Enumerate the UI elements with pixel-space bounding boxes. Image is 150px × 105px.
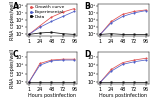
Text: C: C: [13, 50, 19, 59]
X-axis label: Hours postinfection: Hours postinfection: [99, 93, 147, 98]
X-axis label: Hours postinfection: Hours postinfection: [28, 93, 76, 98]
Text: B: B: [84, 2, 90, 11]
Text: D: D: [84, 50, 91, 59]
Y-axis label: RNA copies/well: RNA copies/well: [10, 1, 15, 40]
Legend: Growth curve, Experimental, Data: Growth curve, Experimental, Data: [29, 5, 64, 19]
Text: A: A: [13, 2, 19, 11]
Y-axis label: RNA copies/well: RNA copies/well: [10, 49, 15, 88]
